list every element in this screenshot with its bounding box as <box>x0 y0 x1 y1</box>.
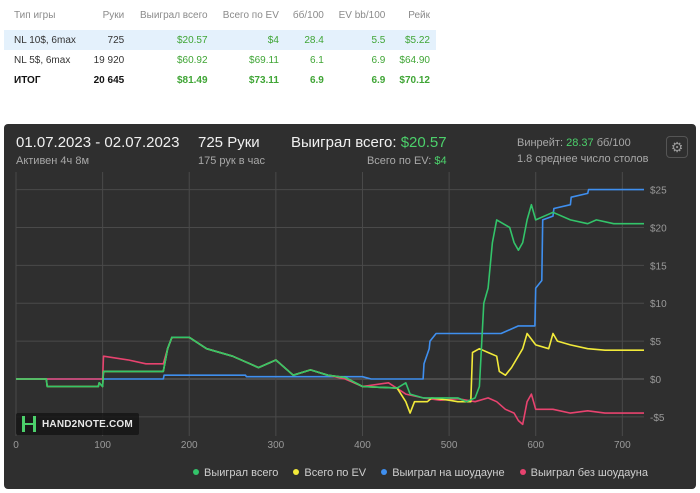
legend-item-won[interactable]: Выиграл всего <box>193 467 278 479</box>
cell-hands: 725 <box>85 30 131 50</box>
avg-tables: 1.8 среднее число столов <box>517 153 649 165</box>
x-tick-label: 700 <box>614 440 631 451</box>
col-bb100[interactable]: бб/100 <box>292 9 324 21</box>
cell-rake: $70.12 <box>399 74 430 86</box>
series-non-showdown-line <box>16 336 644 426</box>
table-total-row: ИТОГ 20 645 $81.49 $73.11 6.9 6.9 $70.12 <box>4 70 436 90</box>
table-header: Тип игры Руки Выиграл всего Всего по EV … <box>4 0 436 30</box>
cell-game: ИТОГ <box>14 74 41 86</box>
y-tick-label: -$5 <box>650 413 665 424</box>
cell-rake: $64.90 <box>399 54 430 66</box>
y-tick-label: $5 <box>650 337 662 348</box>
hands-block: 725 Руки 175 рук в час <box>198 134 265 167</box>
series-ev-line <box>16 332 644 414</box>
logo-text: HAND2NOTE.COM <box>42 418 133 430</box>
profit-chart: $25 $20 $15 $10 $5 $0 -$5 0 100 200 300 400 500 600 7… <box>13 172 667 451</box>
active-time: Активен 4ч 8м <box>16 155 90 167</box>
x-tick-label: 100 <box>94 440 111 451</box>
chart-lines <box>16 188 644 426</box>
cell-rake: $5.22 <box>391 30 436 50</box>
y-axis-labels: $25 $20 $15 $10 $5 $0 -$5 <box>650 186 667 424</box>
hand2note-logo-icon <box>22 416 36 432</box>
y-tick-label: $0 <box>650 375 662 386</box>
cell-ev: $4 <box>213 30 285 50</box>
x-tick-label: 400 <box>354 440 371 451</box>
table-row[interactable]: NL 5$, 6max 19 920 $60.92 $69.11 6.1 6.9… <box>4 50 436 70</box>
cell-won: $20.57 <box>130 30 214 50</box>
x-tick-label: 300 <box>268 440 285 451</box>
ev-total: Всего по EV: $4 <box>366 155 447 167</box>
legend-item-ev[interactable]: Всего по EV <box>293 467 366 479</box>
date-block: 01.07.2023 - 02.07.2023 Активен 4ч 8м <box>16 134 179 167</box>
cell-bb100: 28.4 <box>284 30 330 50</box>
won-block: Выиграл всего: $20.57 Всего по EV: $4 <box>291 134 447 167</box>
cell-won: $81.49 <box>176 74 208 86</box>
hands-per-hour: 175 рук в час <box>198 155 266 167</box>
col-hands[interactable]: Руки <box>102 9 125 21</box>
y-tick-label: $20 <box>650 223 667 234</box>
settings-gear-icon[interactable]: ⚙ <box>666 136 688 158</box>
col-won[interactable]: Выиграл всего <box>139 9 208 21</box>
x-tick-label: 200 <box>181 440 198 451</box>
series-won-line <box>16 203 644 403</box>
graph-panel: 01.07.2023 - 02.07.2023 Активен 4ч 8м 72… <box>4 124 696 489</box>
legend-item-showdown[interactable]: Выиграл на шоудауне <box>381 467 505 479</box>
cell-evbb100: 6.9 <box>371 74 386 86</box>
legend-item-non-showdown[interactable]: Выиграл без шоудауна <box>519 467 648 479</box>
cell-hands: 20 645 <box>93 74 125 86</box>
y-tick-label: $15 <box>650 261 667 272</box>
stats-table: Тип игры Руки Выиграл всего Всего по EV … <box>4 0 436 92</box>
cell-won: $60.92 <box>176 54 208 66</box>
chart-grid <box>15 172 644 436</box>
cell-bb100: 6.9 <box>309 74 324 86</box>
cell-game: NL 10$, 6max <box>4 30 86 50</box>
cell-game: NL 5$, 6max <box>14 54 71 66</box>
winrate: Винрейт: 28.37 бб/100 <box>517 137 631 149</box>
col-ev[interactable]: Всего по EV <box>222 9 279 21</box>
y-tick-label: $10 <box>650 299 667 310</box>
cell-evbb100: 5.5 <box>329 30 392 50</box>
col-rake[interactable]: Рейк <box>408 9 430 21</box>
cell-hands: 19 920 <box>93 54 125 66</box>
series-showdown-line <box>16 188 644 380</box>
hands-count: 725 Руки <box>198 134 260 151</box>
col-evbb100[interactable]: EV bb/100 <box>338 9 386 21</box>
won-total: Выиграл всего: $20.57 <box>291 134 447 151</box>
cell-bb100: 6.1 <box>309 54 324 66</box>
x-axis-labels: 0 100 200 300 400 500 600 700 <box>13 440 631 451</box>
col-game[interactable]: Тип игры <box>14 9 56 21</box>
x-tick-label: 600 <box>527 440 544 451</box>
winrate-block: Винрейт: 28.37 бб/100 1.8 среднее число … <box>517 134 649 165</box>
hand2note-logo: HAND2NOTE.COM <box>16 413 139 435</box>
x-tick-label: 0 <box>13 440 19 451</box>
cell-ev: $69.11 <box>249 54 279 66</box>
table-row[interactable]: NL 10$, 6max 725 $20.57 $4 28.4 5.5 $5.2… <box>4 30 436 50</box>
cell-evbb100: 6.9 <box>371 54 386 66</box>
y-tick-label: $25 <box>650 186 667 197</box>
chart-legend: Выиграл всего Всего по EV Выиграл на шоу… <box>181 467 648 479</box>
date-range: 01.07.2023 - 02.07.2023 <box>16 134 180 151</box>
x-tick-label: 500 <box>441 440 458 451</box>
cell-ev: $73.11 <box>248 74 279 86</box>
